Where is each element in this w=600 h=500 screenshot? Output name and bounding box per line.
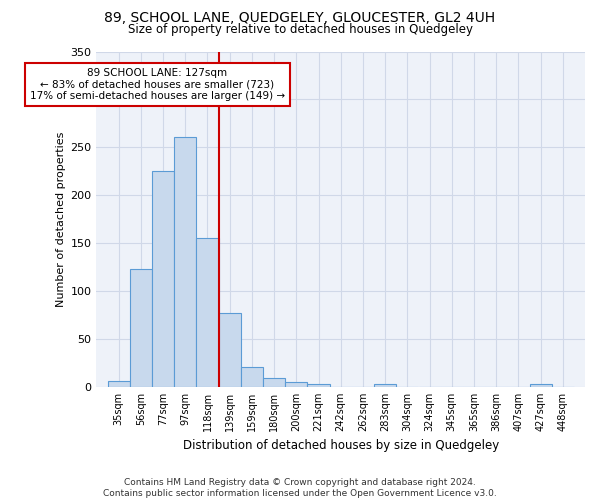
Text: Contains HM Land Registry data © Crown copyright and database right 2024.
Contai: Contains HM Land Registry data © Crown c… — [103, 478, 497, 498]
Bar — [263, 378, 285, 387]
Bar — [218, 313, 241, 387]
Bar — [196, 238, 218, 387]
Bar — [152, 172, 174, 387]
Bar — [130, 269, 152, 387]
Bar — [307, 384, 329, 387]
Bar — [530, 384, 551, 387]
Bar — [174, 137, 196, 387]
Bar — [374, 384, 396, 387]
Bar — [285, 382, 307, 387]
Bar — [241, 367, 263, 387]
Text: 89 SCHOOL LANE: 127sqm
← 83% of detached houses are smaller (723)
17% of semi-de: 89 SCHOOL LANE: 127sqm ← 83% of detached… — [30, 68, 285, 101]
X-axis label: Distribution of detached houses by size in Quedgeley: Distribution of detached houses by size … — [182, 440, 499, 452]
Text: Size of property relative to detached houses in Quedgeley: Size of property relative to detached ho… — [128, 24, 473, 36]
Bar — [107, 381, 130, 387]
Text: 89, SCHOOL LANE, QUEDGELEY, GLOUCESTER, GL2 4UH: 89, SCHOOL LANE, QUEDGELEY, GLOUCESTER, … — [104, 11, 496, 25]
Y-axis label: Number of detached properties: Number of detached properties — [56, 132, 66, 307]
